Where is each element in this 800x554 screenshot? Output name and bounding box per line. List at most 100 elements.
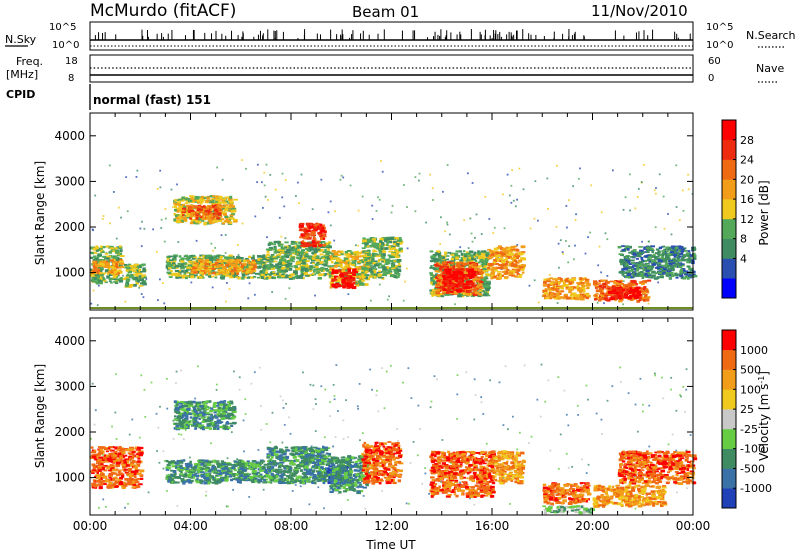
scatter-echo xyxy=(655,187,657,189)
scatter-echo xyxy=(574,218,577,221)
echo-cell xyxy=(440,265,445,268)
scatter-echo xyxy=(670,233,673,236)
echo-cell xyxy=(349,285,355,289)
echo-cell xyxy=(178,203,181,207)
echo-cell xyxy=(495,254,501,258)
echo-cell xyxy=(343,277,348,279)
echo-cell xyxy=(442,292,445,295)
echo-cell xyxy=(252,269,257,272)
scatter-echo xyxy=(241,222,244,225)
echo-cell xyxy=(250,257,255,260)
echo-cell xyxy=(219,265,223,268)
echo-cell xyxy=(168,255,173,258)
echo-cell xyxy=(277,261,281,264)
noise-tick-high-right: 10^5 xyxy=(706,22,733,33)
echo-cell xyxy=(619,292,623,296)
echo-cell xyxy=(206,200,211,203)
echo-cell xyxy=(203,261,208,263)
echo-cell xyxy=(208,212,212,216)
scatter-echo xyxy=(662,195,665,198)
scatter-echo xyxy=(637,187,640,190)
echo-cell xyxy=(98,277,103,281)
echo-cell xyxy=(248,268,253,271)
echo-cell xyxy=(513,245,518,248)
echo-cell xyxy=(116,256,120,260)
echo-cell xyxy=(339,261,343,264)
echo-cell xyxy=(448,268,452,272)
echo-cell xyxy=(455,256,459,260)
echo-cell xyxy=(618,283,623,286)
echo-cell xyxy=(352,268,357,272)
echo-cell xyxy=(177,275,182,279)
echo-cell xyxy=(253,265,258,269)
echo-cell xyxy=(356,269,360,273)
scatter-echo xyxy=(216,166,219,169)
echo-cell xyxy=(133,273,138,276)
echo-cell xyxy=(432,267,437,270)
echo-cell xyxy=(313,268,318,271)
echo-cell xyxy=(453,268,458,271)
scatter-echo xyxy=(555,225,558,228)
echo-cell xyxy=(118,271,123,274)
echo-cell xyxy=(312,244,317,248)
echo-cell xyxy=(620,245,625,248)
echo-cell xyxy=(358,255,362,258)
echo-cell xyxy=(219,255,223,259)
echo-cell xyxy=(477,294,482,298)
scatter-echo xyxy=(126,210,129,213)
echo-cell xyxy=(308,257,312,260)
echo-cell xyxy=(139,278,144,282)
scatter-echo xyxy=(120,216,122,219)
echo-cell xyxy=(318,226,322,230)
echo-cell xyxy=(362,237,366,241)
echo-cell xyxy=(296,254,300,257)
echo-cell xyxy=(370,256,374,259)
echo-cell xyxy=(228,256,233,259)
echo-cell xyxy=(196,211,199,214)
echo-cell xyxy=(314,263,319,267)
echo-cell xyxy=(637,292,641,295)
echo-cell xyxy=(486,280,491,284)
echo-cell xyxy=(454,292,459,295)
echo-cell xyxy=(521,263,524,266)
echo-cell xyxy=(367,256,372,259)
echo-cell xyxy=(232,209,237,213)
echo-cell xyxy=(318,231,323,234)
echo-cell xyxy=(182,262,187,265)
echo-cell xyxy=(631,288,634,291)
echo-cell xyxy=(547,285,550,288)
echo-cell xyxy=(188,206,193,210)
echo-cell xyxy=(302,242,306,245)
echo-cell xyxy=(429,289,433,292)
echo-cell xyxy=(482,253,486,257)
echo-cell xyxy=(189,204,194,208)
echo-cell xyxy=(287,262,290,265)
echo-cell xyxy=(394,237,398,239)
echo-cell xyxy=(227,267,231,270)
echo-cell xyxy=(92,247,97,251)
scatter-echo xyxy=(546,177,549,180)
echo-cell xyxy=(292,242,298,245)
echo-cell xyxy=(435,291,441,294)
scatter-echo xyxy=(636,196,639,198)
echo-cell xyxy=(94,246,99,250)
echo-cell xyxy=(397,243,403,245)
echo-cell xyxy=(217,269,223,272)
echo-cell xyxy=(290,242,295,245)
echo-cell xyxy=(304,230,309,234)
echo-cell xyxy=(311,262,316,265)
echo-cell xyxy=(624,296,629,299)
echo-cell xyxy=(343,269,348,273)
scatter-echo xyxy=(522,188,525,191)
scatter-echo xyxy=(329,224,332,227)
echo-cell xyxy=(314,250,318,253)
echo-cell xyxy=(202,213,206,217)
echo-cell xyxy=(284,270,289,273)
scatter-echo xyxy=(117,206,120,209)
echo-cell xyxy=(352,257,357,260)
nsky-label: N.Sky xyxy=(5,33,37,46)
echo-cell xyxy=(361,260,365,264)
echo-cell xyxy=(314,247,319,250)
cpid-label: CPID xyxy=(6,88,35,101)
echo-cell xyxy=(336,257,341,261)
